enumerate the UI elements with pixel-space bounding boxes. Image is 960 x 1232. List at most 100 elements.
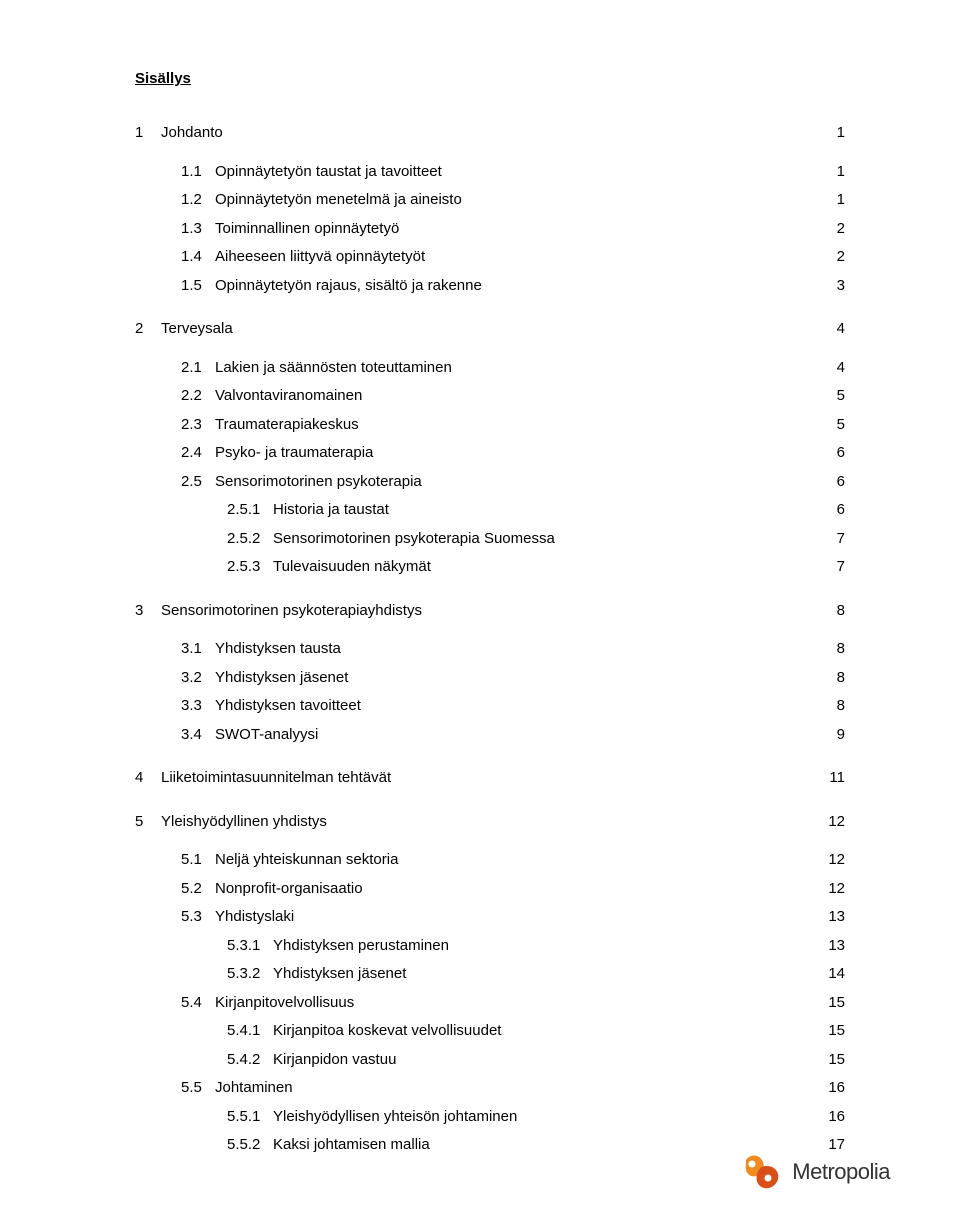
- toc-page: Sisällys 1Johdanto11.1Opinnäytetyön taus…: [0, 0, 960, 1160]
- toc-entry-num: 2: [135, 315, 161, 344]
- toc-entry-label: Yhdistyksen jäsenet: [215, 664, 820, 693]
- toc-entry: 2.5.1Historia ja taustat6: [135, 496, 845, 525]
- toc-entry-num: 5.1: [181, 846, 215, 875]
- toc-entry-num: 3.4: [181, 721, 215, 750]
- toc-entry-page: 2: [820, 243, 845, 272]
- toc-entry-label: Neljä yhteiskunnan sektoria: [215, 846, 820, 875]
- toc-entry-num: 1: [135, 119, 161, 148]
- toc-entry: 5Yleishyödyllinen yhdistys12: [135, 808, 845, 837]
- toc-entry-num: 2.5.3: [227, 553, 273, 582]
- toc-entry-num: 3: [135, 597, 161, 626]
- toc-entry-num: 3.2: [181, 664, 215, 693]
- logo-text: Metropolia: [792, 1159, 890, 1185]
- toc-entry-num: 4: [135, 764, 161, 793]
- toc-entry-page: 11: [820, 764, 845, 793]
- toc-entry-label: Liiketoimintasuunnitelman tehtävät: [161, 764, 820, 793]
- toc-entry-page: 2: [820, 215, 845, 244]
- toc-entry-page: 7: [820, 553, 845, 582]
- toc-entry-num: 2.5.1: [227, 496, 273, 525]
- toc-entry-page: 1: [820, 158, 845, 187]
- toc-entry-page: 9: [820, 721, 845, 750]
- toc-entry: 1.1Opinnäytetyön taustat ja tavoitteet1: [135, 158, 845, 187]
- toc-entry-label: Kaksi johtamisen mallia: [273, 1131, 820, 1160]
- toc-entry-page: 4: [820, 315, 845, 344]
- toc-entry-page: 7: [820, 525, 845, 554]
- toc-entry: 3.4SWOT-analyysi9: [135, 721, 845, 750]
- toc-entry: 1Johdanto1: [135, 119, 845, 148]
- toc-entry-label: Lakien ja säännösten toteuttaminen: [215, 354, 820, 383]
- toc-entry-num: 5.5.1: [227, 1103, 273, 1132]
- toc-entry-label: Yhdistyslaki: [215, 903, 820, 932]
- toc-entry-num: 3.3: [181, 692, 215, 721]
- toc-entry-label: Opinnäytetyön menetelmä ja aineisto: [215, 186, 820, 215]
- toc-entry-num: 1.5: [181, 272, 215, 301]
- toc-entry: 5.4.1Kirjanpitoa koskevat velvollisuudet…: [135, 1017, 845, 1046]
- toc-entry-page: 13: [820, 903, 845, 932]
- toc-entry-label: Nonprofit-organisaatio: [215, 875, 820, 904]
- toc-entry: 1.5Opinnäytetyön rajaus, sisältö ja rake…: [135, 272, 845, 301]
- toc-entry-num: 5.4.1: [227, 1017, 273, 1046]
- toc-entry-page: 1: [820, 186, 845, 215]
- toc-entry-num: 5.3.2: [227, 960, 273, 989]
- toc-entry-page: 13: [820, 932, 845, 961]
- toc-entry-label: Yleishyödyllinen yhdistys: [161, 808, 820, 837]
- toc-entry-num: 5.3.1: [227, 932, 273, 961]
- toc-entry-page: 8: [820, 664, 845, 693]
- toc-entry: 3.2Yhdistyksen jäsenet8: [135, 664, 845, 693]
- toc-entry-page: 6: [820, 468, 845, 497]
- toc-entry-num: 2.4: [181, 439, 215, 468]
- toc-entry-page: 5: [820, 382, 845, 411]
- toc-entry-page: 14: [820, 960, 845, 989]
- toc-entry: 5.5.2Kaksi johtamisen mallia17: [135, 1131, 845, 1160]
- toc-entry-label: Yhdistyksen jäsenet: [273, 960, 820, 989]
- toc-entry-label: SWOT-analyysi: [215, 721, 820, 750]
- toc-entry-num: 1.3: [181, 215, 215, 244]
- toc-entry: 2.5.2Sensorimotorinen psykoterapia Suome…: [135, 525, 845, 554]
- toc-entry-label: Toiminnallinen opinnäytetyö: [215, 215, 820, 244]
- toc-entry-label: Sensorimotorinen psykoterapiayhdistys: [161, 597, 820, 626]
- toc-entry-page: 1: [820, 119, 845, 148]
- toc-entry: 2.5.3Tulevaisuuden näkymät7: [135, 553, 845, 582]
- toc-entry-label: Tulevaisuuden näkymät: [273, 553, 820, 582]
- toc-entry-num: 2.2: [181, 382, 215, 411]
- toc-title: Sisällys: [135, 70, 845, 87]
- toc-entry-num: 1.4: [181, 243, 215, 272]
- toc-entry: 1.2Opinnäytetyön menetelmä ja aineisto1: [135, 186, 845, 215]
- toc-entry: 2.1Lakien ja säännösten toteuttaminen4: [135, 354, 845, 383]
- toc-entry-page: 6: [820, 496, 845, 525]
- toc-entry-label: Kirjanpitovelvollisuus: [215, 989, 820, 1018]
- toc-entry-num: 5.5.2: [227, 1131, 273, 1160]
- toc-entry-label: Opinnäytetyön taustat ja tavoitteet: [215, 158, 820, 187]
- toc-entry-label: Valvontaviranomainen: [215, 382, 820, 411]
- toc-entry-page: 8: [820, 692, 845, 721]
- toc-list: 1Johdanto11.1Opinnäytetyön taustat ja ta…: [135, 119, 845, 1160]
- toc-entry-num: 5.4.2: [227, 1046, 273, 1075]
- toc-entry-label: Sensorimotorinen psykoterapia Suomessa: [273, 525, 820, 554]
- toc-entry-label: Aiheeseen liittyvä opinnäytetyöt: [215, 243, 820, 272]
- toc-entry-label: Yhdistyksen perustaminen: [273, 932, 820, 961]
- toc-entry-label: Opinnäytetyön rajaus, sisältö ja rakenne: [215, 272, 820, 301]
- toc-entry-label: Yhdistyksen tausta: [215, 635, 820, 664]
- toc-entry: 2Terveysala4: [135, 315, 845, 344]
- toc-entry-label: Kirjanpitoa koskevat velvollisuudet: [273, 1017, 820, 1046]
- toc-entry: 5.2Nonprofit-organisaatio12: [135, 875, 845, 904]
- toc-entry-label: Sensorimotorinen psykoterapia: [215, 468, 820, 497]
- toc-entry-num: 5.2: [181, 875, 215, 904]
- toc-entry-num: 2.1: [181, 354, 215, 383]
- toc-entry: 2.3Traumaterapiakeskus5: [135, 411, 845, 440]
- toc-entry-page: 15: [820, 989, 845, 1018]
- toc-entry-label: Johdanto: [161, 119, 820, 148]
- toc-entry: 3.1Yhdistyksen tausta8: [135, 635, 845, 664]
- toc-entry-page: 8: [820, 597, 845, 626]
- toc-entry-page: 16: [820, 1103, 845, 1132]
- toc-entry: 4Liiketoimintasuunnitelman tehtävät11: [135, 764, 845, 793]
- toc-entry-num: 5.5: [181, 1074, 215, 1103]
- toc-entry: 1.3Toiminnallinen opinnäytetyö2: [135, 215, 845, 244]
- toc-entry: 2.2Valvontaviranomainen5: [135, 382, 845, 411]
- toc-entry-page: 12: [820, 808, 845, 837]
- toc-entry-page: 12: [820, 846, 845, 875]
- toc-entry-page: 6: [820, 439, 845, 468]
- toc-entry: 1.4Aiheeseen liittyvä opinnäytetyöt2: [135, 243, 845, 272]
- toc-entry: 2.5Sensorimotorinen psykoterapia6: [135, 468, 845, 497]
- toc-entry: 2.4Psyko- ja traumaterapia6: [135, 439, 845, 468]
